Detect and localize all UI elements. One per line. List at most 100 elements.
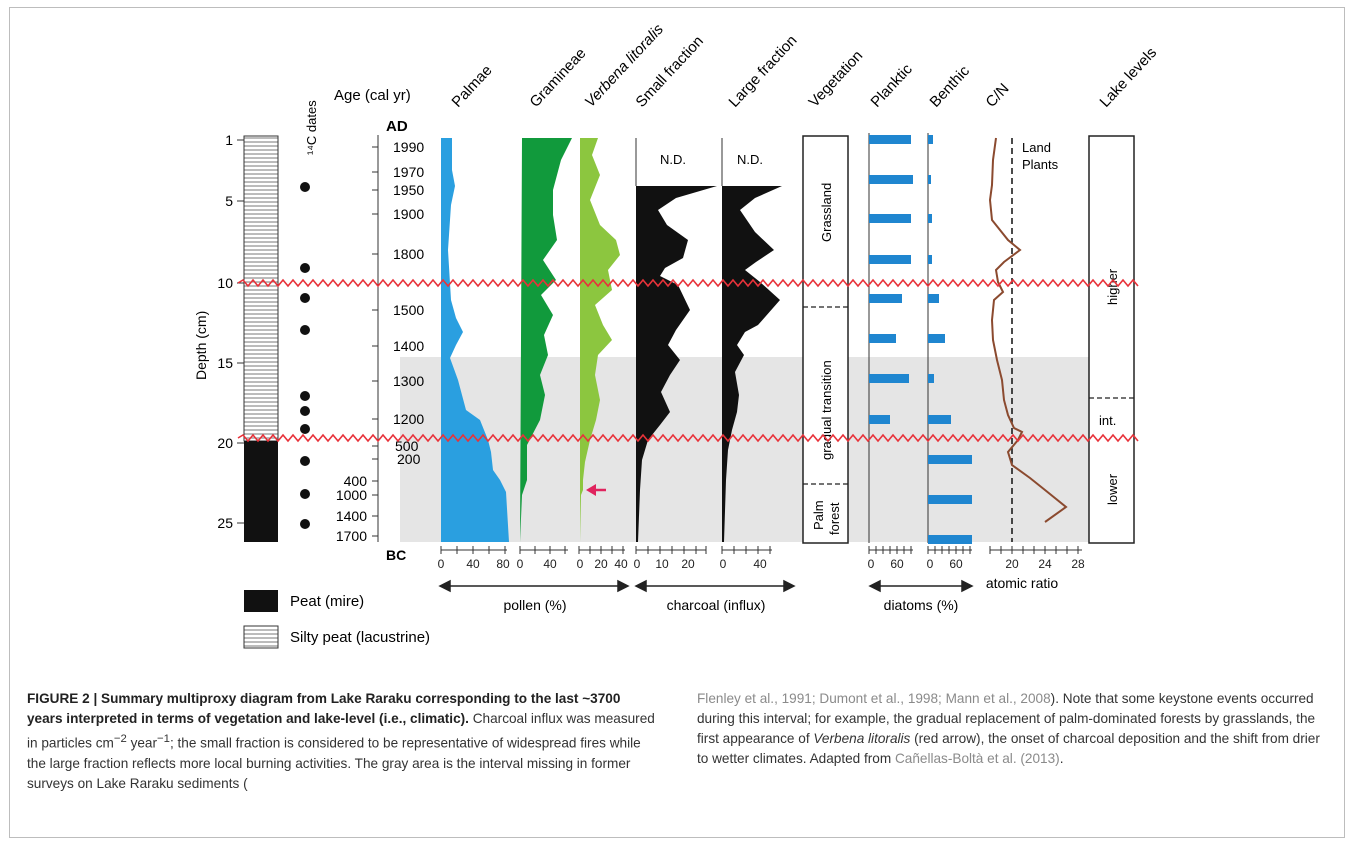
tick-label: 28 xyxy=(1071,557,1085,571)
lithology-peat xyxy=(244,441,278,542)
col-header-planktic: Planktic xyxy=(867,60,916,110)
age-tick: 200 xyxy=(397,451,421,467)
age-tick: 1300 xyxy=(393,373,424,389)
missing-interval-band xyxy=(400,357,1106,542)
tick-label: 0 xyxy=(577,557,584,571)
cn-curve xyxy=(988,137,1068,523)
bottom-axes xyxy=(440,546,1082,554)
lithology-silty-peat xyxy=(243,135,279,442)
c14-date-dots xyxy=(300,182,310,529)
tick-label: 60 xyxy=(949,557,963,571)
vegetation-box xyxy=(802,135,849,544)
col-header-large-fraction: Large fraction xyxy=(725,32,800,111)
age-tick: 1990 xyxy=(393,139,424,155)
depth-axis-label: Depth (cm) xyxy=(193,311,209,380)
tick-label: 0 xyxy=(927,557,934,571)
tick-label: 40 xyxy=(466,557,480,571)
caption-text: . xyxy=(1059,751,1064,766)
multiproxy-diagram: ¹⁴C dates Age (cal yr) Palmae Gramineae … xyxy=(193,21,1160,649)
col-header-lake-levels: Lake levels xyxy=(1096,44,1160,110)
wave-line-upper xyxy=(237,278,1139,288)
depth-tick: 20 xyxy=(217,435,233,451)
legend-peat-label: Peat (mire) xyxy=(290,593,364,610)
large-fraction-curve xyxy=(722,186,782,542)
lake-lower: lower xyxy=(1105,473,1120,505)
tick-label: 20 xyxy=(594,557,608,571)
verbena-curve xyxy=(580,138,620,542)
tick-label: 0 xyxy=(868,557,875,571)
land-plants-label: Land xyxy=(1022,140,1051,155)
depth-tick: 5 xyxy=(225,193,233,209)
col-header-benthic: Benthic xyxy=(926,62,973,111)
legend-peat-swatch xyxy=(244,590,278,612)
age-tick: 1970 xyxy=(393,164,424,180)
c14-dates-label: ¹⁴C dates xyxy=(304,100,319,155)
caption-column-right: Flenley et al., 1991; Dumont et al., 199… xyxy=(697,689,1325,769)
age-tick: 1700 xyxy=(336,528,367,544)
planktic-bars xyxy=(869,135,913,424)
gramineae-curve xyxy=(520,138,572,542)
group-arrows xyxy=(438,579,974,593)
veg-forest: forest xyxy=(827,502,842,535)
col-header-vegetation: Vegetation xyxy=(805,47,866,110)
age-bc-label: BC xyxy=(386,547,406,563)
diatoms-group-label: diatoms (%) xyxy=(884,597,959,613)
age-tick: 1800 xyxy=(393,246,424,262)
caption-column-left: FIGURE 2 | Summary multiproxy diagram fr… xyxy=(27,689,655,794)
depth-ticks: 1 5 10 15 20 25 xyxy=(217,132,244,531)
atomic-ratio-label: atomic ratio xyxy=(986,575,1059,591)
age-label: Age (cal yr) xyxy=(334,87,411,104)
legend-silty-label: Silty peat (lacustrine) xyxy=(290,629,430,646)
age-ad-label: AD xyxy=(386,118,408,135)
figure-caption: FIGURE 2 | Summary multiproxy diagram fr… xyxy=(27,689,1332,829)
caption-citation-link[interactable]: Flenley et al., 1991; Dumont et al., 199… xyxy=(697,691,1051,706)
tick-label: 20 xyxy=(1005,557,1019,571)
caption-sup: −2 xyxy=(113,733,127,745)
tick-label: 10 xyxy=(655,557,669,571)
veg-gradual-transition: gradual transition xyxy=(819,360,834,460)
nd-small: N.D. xyxy=(660,152,686,167)
age-tick: 400 xyxy=(344,473,368,489)
red-arrow-icon xyxy=(586,484,606,496)
age-tick: 1500 xyxy=(393,302,424,318)
small-fraction-curve xyxy=(636,186,717,542)
tick-label: 20 xyxy=(681,557,695,571)
age-tick: 1900 xyxy=(393,206,424,222)
depth-tick: 15 xyxy=(217,355,233,371)
nd-large: N.D. xyxy=(737,152,763,167)
land-plants-label: Plants xyxy=(1022,157,1059,172)
age-ticks: 1990 1970 1950 1900 1800 1500 1400 1300 … xyxy=(336,139,425,544)
caption-text: (red arrow), the onset of charcoal depos… xyxy=(697,731,1320,766)
legend-silty-swatch xyxy=(243,625,279,649)
veg-palm: Palm xyxy=(811,500,826,530)
bottom-tick-labels: 0 40 80 0 40 0 20 40 0 10 20 0 40 0 60 0… xyxy=(438,557,1085,571)
caption-title: FIGURE 2 | Summary multiproxy diagram fr… xyxy=(27,691,621,726)
age-tick: 1000 xyxy=(336,487,367,503)
caption-text: ). Note that some keystone events occurr… xyxy=(697,691,1316,746)
tick-label: 0 xyxy=(517,557,524,571)
lake-higher: higher xyxy=(1105,268,1120,305)
depth-tick: 1 xyxy=(225,132,233,148)
col-header-cn: C/N xyxy=(982,80,1012,110)
col-header-palmae: Palmae xyxy=(448,62,495,111)
caption-species: Verbena litoralis xyxy=(813,731,911,746)
lake-levels-box xyxy=(1088,135,1135,544)
tick-label: 40 xyxy=(753,557,767,571)
veg-grassland: Grassland xyxy=(819,183,834,242)
tick-label: 24 xyxy=(1038,557,1052,571)
lake-int: int. xyxy=(1099,413,1116,428)
depth-tick: 25 xyxy=(217,515,233,531)
depth-tick: 10 xyxy=(217,275,233,291)
palmae-curve xyxy=(441,138,509,542)
age-tick: 1200 xyxy=(393,411,424,427)
caption-text: ; the small fraction is considered to be… xyxy=(27,735,641,791)
age-tick: 500 xyxy=(395,438,419,454)
caption-sup: −1 xyxy=(157,733,170,745)
age-tick: 1950 xyxy=(393,182,424,198)
benthic-bars xyxy=(928,135,972,544)
age-tick: 1400 xyxy=(336,508,367,524)
caption-citation-link[interactable]: Cañellas-Boltà et al. (2013) xyxy=(894,751,1060,766)
caption-text: year xyxy=(126,735,158,751)
wave-line-lower xyxy=(237,433,1139,443)
age-tick: 1400 xyxy=(393,338,424,354)
